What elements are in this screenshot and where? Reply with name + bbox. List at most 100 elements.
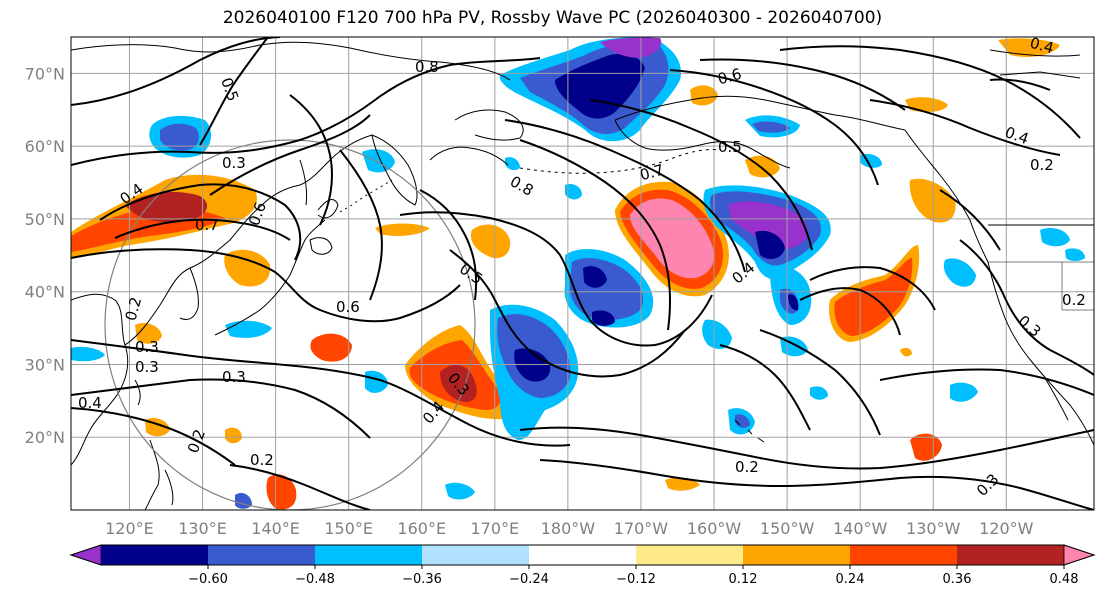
negative-anomaly-region [728, 201, 808, 250]
negative-anomaly-region [505, 157, 520, 171]
contour-label: 0.7 [638, 161, 666, 185]
colorbar-tick-label: −0.36 [402, 572, 442, 587]
negative-anomaly-region [71, 346, 105, 362]
contour-label: 0.8 [507, 172, 537, 200]
latitude-label: 20°N [25, 428, 65, 447]
positive-anomaly-region [310, 333, 352, 362]
colorbar-outline [69, 544, 1096, 566]
contour-label: 0.6 [716, 65, 744, 89]
negative-anomaly-region [235, 493, 252, 509]
colorbar-segment [101, 545, 209, 565]
negative-anomaly-region [1065, 248, 1085, 261]
latitude-label: 30°N [25, 355, 65, 374]
map-title: 2026040100 F120 700 hPa PV, Rossby Wave … [222, 8, 883, 28]
contour-label: 0.3 [1015, 312, 1045, 341]
positive-anomaly-region [910, 433, 942, 461]
contour-label: 0.8 [415, 58, 439, 76]
negative-anomaly-region [810, 386, 828, 400]
longitude-label: 140°E [251, 519, 300, 538]
contour-label: 0.6 [336, 298, 360, 316]
positive-anomaly-region [224, 249, 271, 287]
negative-anomaly-region [1040, 228, 1070, 247]
contour-label: 0.2 [735, 458, 759, 476]
positive-anomaly-region [909, 178, 956, 223]
negative-anomaly-region [555, 53, 645, 119]
longitude-labels: 120°E 130°E 140°E 150°E 160°E 170°E 180°W 170°W… [105, 519, 1034, 538]
pv-contours [71, 37, 1094, 510]
contour-label: 0.4 [1028, 34, 1056, 58]
negative-anomaly-region [514, 348, 551, 382]
contour-label: 0.2 [1030, 156, 1054, 174]
contour-label: 0.3 [222, 154, 246, 172]
positive-anomaly-region [135, 323, 162, 344]
colorbar-tick-label: −0.48 [295, 572, 335, 587]
longitude-label: 150°E [324, 519, 373, 538]
colorbar-segment [529, 545, 637, 565]
colorbar-tick-label: 0.48 [1050, 572, 1079, 587]
colorbar-extend-high [1063, 544, 1096, 566]
positive-anomaly-region [998, 38, 1060, 57]
latitude-label: 70°N [25, 64, 65, 83]
negative-anomaly-region [445, 482, 475, 500]
colorbar: −0.60 −0.48 −0.36 −0.24 −0.12 0.12 0.24 0.36 0.4… [69, 544, 1096, 587]
positive-anomaly-region [375, 223, 430, 236]
contour-label: 0.4 [728, 258, 758, 287]
latitude-label: 40°N [25, 283, 65, 302]
longitude-label: 170°E [470, 519, 519, 538]
longitude-label: 130°E [178, 519, 227, 538]
contour-label: 0.2 [250, 451, 274, 469]
contour-label: 0.3 [135, 338, 159, 356]
contour-label: 0.3 [135, 358, 159, 376]
latitude-label: 60°N [25, 137, 65, 156]
negative-anomaly-region [365, 370, 388, 393]
negative-anomaly-region [600, 37, 662, 58]
negative-anomaly-region [160, 123, 199, 151]
contour-label: 0.3 [973, 470, 1003, 500]
positive-anomaly-region [266, 474, 297, 510]
colorbar-segment [743, 545, 851, 565]
coastlines [71, 41, 1094, 510]
negative-anomaly-region [755, 230, 785, 260]
longitude-label: 170°W [614, 519, 669, 538]
longitude-label: 160°W [687, 519, 742, 538]
colorbar-segment [422, 545, 530, 565]
contour-label: 0.5 [718, 138, 742, 156]
contour-label: 0.2 [122, 295, 146, 323]
longitude-label: 160°E [397, 519, 446, 538]
negative-anomaly-region [788, 294, 799, 311]
contour-label: 0.2 [184, 427, 209, 456]
colorbar-segment [636, 545, 744, 565]
positive-anomaly-region [225, 427, 242, 444]
longitude-label: 130°W [906, 519, 961, 538]
map-frame [70, 36, 1095, 511]
colorbar-tick-label: −0.12 [616, 572, 656, 587]
positive-anomaly-region [440, 364, 477, 402]
colorbar-tick-label: 0.36 [943, 572, 972, 587]
positive-anomaly-region [470, 224, 511, 259]
colorbar-tick-label: 0.24 [836, 572, 865, 587]
negative-anomaly-region [592, 310, 615, 326]
negative-anomaly-region [950, 382, 978, 402]
colorbar-segment [957, 545, 1065, 565]
colorbar-tick-label: −0.24 [509, 572, 549, 587]
negative-anomaly-region [362, 149, 395, 173]
latitude-labels: 70°N 60°N 50°N 40°N 30°N 20°N [25, 64, 65, 447]
contour-label: 0.3 [222, 368, 246, 386]
contour-label: 0.2 [1062, 291, 1086, 309]
positive-anomaly-region [900, 347, 912, 357]
negative-anomaly-region [752, 121, 790, 133]
negative-anomaly-region [565, 184, 582, 200]
contour-label: 0.5 [456, 260, 486, 288]
negative-anomaly-region [702, 319, 732, 350]
positive-anomaly-region [690, 85, 718, 106]
longitude-label: 120°W [979, 519, 1034, 538]
contour-label: 0.5 [217, 75, 242, 104]
colorbar-tick-label: −0.60 [188, 572, 228, 587]
positive-anomaly-region [905, 97, 948, 113]
longitude-label: 140°W [833, 519, 888, 538]
negative-anomaly-region [225, 320, 272, 338]
longitude-label: 120°E [105, 519, 154, 538]
colorbar-segment [315, 545, 423, 565]
colorbar-extend-low [69, 544, 102, 566]
